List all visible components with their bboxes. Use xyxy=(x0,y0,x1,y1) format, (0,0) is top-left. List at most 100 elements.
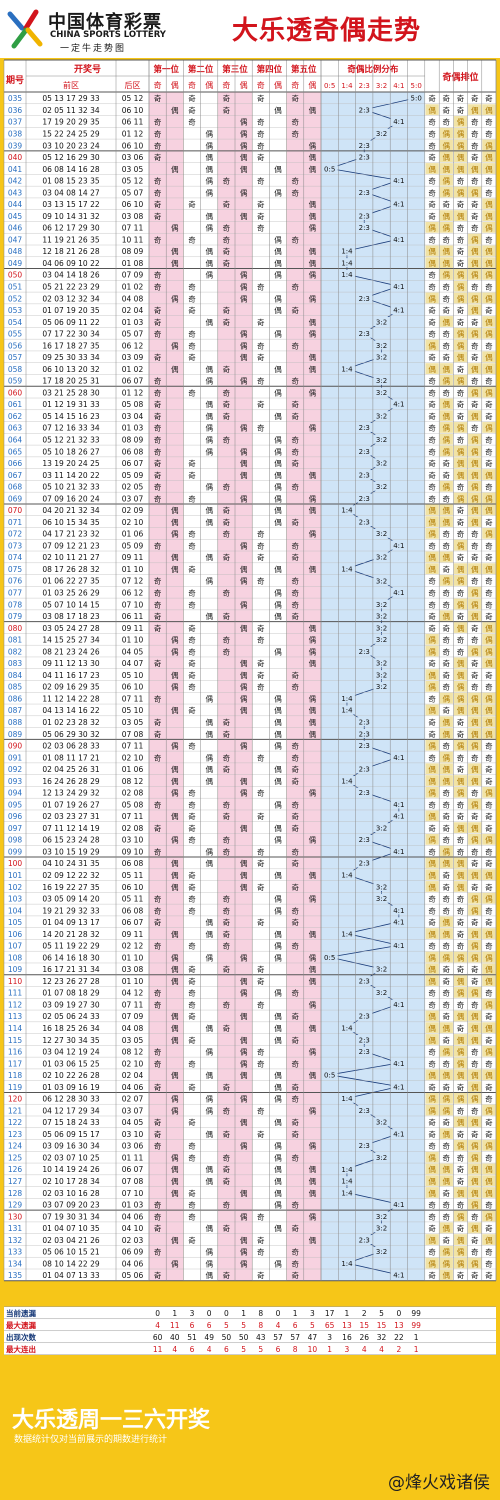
front-numbers: 09 10 14 31 32 xyxy=(42,212,99,221)
table-row: 072 04 17 21 23 32 01 06 偶偶奇 奇奇 奇奇 奇偶偶 xyxy=(8,527,496,539)
arrange-mark: 奇 xyxy=(443,93,451,103)
arrange-mark: 偶 xyxy=(485,352,493,362)
front-numbers: 07 17 22 30 34 xyxy=(42,330,99,339)
arrange-mark: 偶 xyxy=(428,258,436,268)
arrange-mark: 偶 xyxy=(471,646,479,656)
arrange-cell xyxy=(453,751,468,763)
ratio-label-bg xyxy=(373,599,390,609)
arrange-mark: 偶 xyxy=(457,1070,465,1080)
ratio-label-bg xyxy=(338,1164,355,1174)
arrange-mark: 奇 xyxy=(485,1058,493,1068)
arrange-mark: 偶 xyxy=(428,293,436,303)
arrange-mark: 奇 xyxy=(457,1223,465,1233)
arrange-mark: 偶 xyxy=(485,505,493,515)
odd-mark: 奇 xyxy=(223,1023,231,1033)
arrange-mark: 偶 xyxy=(471,187,479,197)
period-number: 108 xyxy=(8,953,23,962)
arrange-mark: 奇 xyxy=(485,1258,493,1268)
odd-mark: 奇 xyxy=(188,1235,196,1245)
arrange-cell xyxy=(468,1163,482,1175)
table-row: 109 16 17 21 31 34 03 08 偶偶奇 奇奇 奇奇 奇偶偶 xyxy=(8,963,496,975)
even-mark: 偶 xyxy=(240,293,248,303)
table-row: 067 03 11 14 20 22 05 09 奇奇奇 奇偶 偶偶 偶偶偶 xyxy=(8,469,496,480)
ratio-value: 0:5 xyxy=(324,1072,335,1080)
header-odd: 奇 xyxy=(154,80,162,90)
ratio-label-bg xyxy=(321,164,338,174)
arrange-cell xyxy=(439,822,453,834)
period-number: 080 xyxy=(8,624,23,633)
ratio-label-bg xyxy=(390,752,407,762)
back-numbers: 07 08 xyxy=(122,730,144,739)
front-numbers: 01 04 07 13 33 xyxy=(42,1271,99,1280)
odd-mark: 奇 xyxy=(223,611,231,621)
ratio-label-bg xyxy=(373,1152,390,1162)
ratio-value: 2:3 xyxy=(359,424,370,432)
arrange-cell xyxy=(439,916,453,928)
period-number: 105 xyxy=(8,918,23,927)
arrange-mark: 偶 xyxy=(443,187,451,197)
front-numbers: 14 15 25 27 34 xyxy=(42,636,99,645)
arrange-mark: 奇 xyxy=(457,717,465,727)
period-number: 116 xyxy=(8,1048,23,1057)
odd-mark: 奇 xyxy=(154,752,162,762)
arrange-mark: 奇 xyxy=(428,1082,436,1092)
odd-mark: 奇 xyxy=(154,317,162,327)
table-row: 062 05 14 15 16 23 03 04 奇奇偶 偶奇 奇偶 偶奇奇 xyxy=(8,410,496,422)
arrange-cell xyxy=(453,198,468,210)
odd-mark: 奇 xyxy=(291,305,299,315)
odd-mark: 奇 xyxy=(257,152,265,162)
stats-value: 11 xyxy=(153,1345,163,1354)
arrange-cell xyxy=(439,1081,453,1092)
arrange-cell xyxy=(439,186,453,198)
even-mark: 偶 xyxy=(309,564,317,574)
arrange-mark: 奇 xyxy=(457,317,465,327)
even-mark: 偶 xyxy=(309,470,317,480)
arrange-mark: 偶 xyxy=(471,929,479,939)
arrange-mark: 奇 xyxy=(443,199,451,209)
arrange-mark: 偶 xyxy=(457,858,465,868)
ratio-label-bg xyxy=(373,823,390,833)
arrange-mark: 偶 xyxy=(428,1258,436,1268)
ratio-value: 3:2 xyxy=(376,1248,387,1256)
back-numbers: 02 03 xyxy=(122,1236,144,1245)
odd-mark: 奇 xyxy=(223,199,231,209)
arrange-mark: 偶 xyxy=(457,470,465,480)
ratio-label-bg xyxy=(338,705,355,715)
even-mark: 偶 xyxy=(205,1164,213,1174)
period-number: 129 xyxy=(8,1201,23,1210)
arrange-mark: 奇 xyxy=(443,234,451,244)
arrange-cell xyxy=(425,257,439,269)
table-row: 106 14 20 21 28 32 09 11 偶偶偶 偶奇 奇偶 偶偶偶 xyxy=(8,928,496,939)
arrange-cell xyxy=(468,775,482,786)
odd-mark: 奇 xyxy=(154,199,162,209)
arrange-cell xyxy=(482,198,496,210)
even-mark: 偶 xyxy=(240,1211,248,1221)
arrange-mark: 奇 xyxy=(485,1035,493,1045)
back-numbers: 04 08 xyxy=(122,294,144,303)
arrange-cell xyxy=(425,304,439,316)
arrange-cell xyxy=(453,669,468,680)
even-mark: 偶 xyxy=(274,835,282,845)
arrange-cell xyxy=(439,469,453,480)
back-numbers: 04 10 xyxy=(122,1224,144,1233)
arrange-cell xyxy=(453,445,468,457)
table-row: 087 04 13 14 16 22 05 10 偶偶奇 奇偶 偶偶 偶偶偶 xyxy=(8,704,496,716)
arrange-cell xyxy=(439,457,453,469)
even-mark: 偶 xyxy=(274,929,282,939)
ratio-value: 1:4 xyxy=(341,930,353,938)
even-mark: 偶 xyxy=(205,1094,213,1104)
odd-mark: 奇 xyxy=(257,811,265,821)
front-numbers: 07 09 16 20 24 xyxy=(42,494,99,503)
ratio-label-bg xyxy=(390,116,407,126)
arrange-cell xyxy=(439,139,453,151)
arrange-cell xyxy=(439,657,453,669)
arrange-mark: 偶 xyxy=(443,611,451,621)
front-numbers: 05 13 17 29 33 xyxy=(42,94,99,103)
arrange-cell xyxy=(453,845,468,857)
front-numbers: 12 13 24 29 32 xyxy=(42,789,99,798)
arrange-mark: 奇 xyxy=(428,693,436,703)
odd-mark: 奇 xyxy=(188,1011,196,1021)
arrange-cell xyxy=(468,374,482,386)
arrange-cell xyxy=(453,163,468,174)
arrange-cell xyxy=(425,245,439,257)
